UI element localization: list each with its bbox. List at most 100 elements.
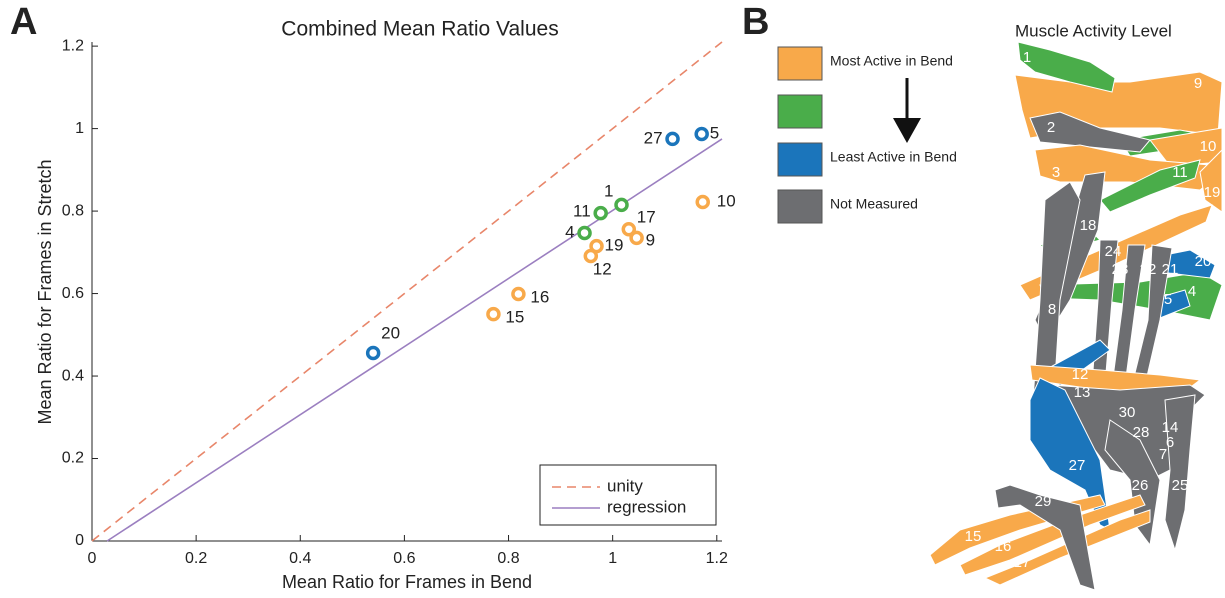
muscle-label: 28 [1133, 424, 1150, 441]
arrow [893, 78, 921, 143]
point [511, 286, 526, 302]
muscle-label: 6 [1166, 434, 1174, 451]
point-label: 17 [637, 208, 656, 227]
muscle-label: 25 [1172, 477, 1189, 494]
muscle [1029, 377, 1111, 531]
legend-swatch [777, 189, 823, 224]
point [593, 205, 608, 221]
y-tick-label: 1 [75, 120, 84, 137]
muscle [1017, 41, 1116, 93]
muscle [1099, 159, 1201, 213]
panel-label: A [10, 1, 37, 43]
x-tick-label: 0.2 [185, 550, 207, 567]
muscle-label: 16 [995, 538, 1012, 555]
muscle-label: 8 [1048, 301, 1056, 318]
x-tick-label: 0.6 [393, 550, 415, 567]
muscle-label: 23 [1112, 261, 1129, 278]
muscle [959, 494, 1146, 576]
y-tick-label: 1.2 [62, 37, 84, 54]
activity-legend: Most Active in Bend Least Active in Bend N… [777, 46, 957, 224]
muscle-label: 1 [1023, 49, 1031, 66]
muscle-label: 15 [965, 528, 982, 545]
y-tick-label: 0.8 [62, 202, 84, 219]
chart-title: Combined Mean Ratio Values [281, 18, 558, 41]
muscle-label: 11 [1172, 164, 1188, 181]
muscle-label: 22 [1140, 261, 1157, 278]
axes [91, 42, 722, 542]
point-label: 4 [565, 222, 574, 241]
muscle-label: 29 [1035, 493, 1052, 510]
point [486, 306, 501, 322]
point [695, 194, 710, 210]
muscle-label: 26 [1132, 477, 1149, 494]
muscle-label: 14 [1162, 419, 1179, 436]
muscle-label: 21 [1162, 261, 1179, 278]
point-label: 15 [505, 308, 524, 327]
muscle-label: 4 [1188, 283, 1196, 300]
muscle-label: 5 [1164, 291, 1172, 308]
x-tick-label: 0 [88, 550, 97, 567]
point-label: 5 [710, 123, 719, 142]
muscle-label: 7 [1159, 446, 1167, 463]
legend-label: Most Active in Bend [830, 53, 953, 69]
muscle-label: 13 [1074, 384, 1091, 401]
muscle-label: 12 [1072, 366, 1089, 383]
diagram-title: Muscle Activity Level [1015, 21, 1172, 40]
legend-label: Not Measured [830, 196, 918, 212]
x-tick-label: 0.8 [497, 550, 519, 567]
point [621, 221, 637, 237]
muscle-label: 27 [1069, 457, 1086, 474]
y-tick-label: 0.2 [62, 450, 84, 467]
point-label: 16 [530, 287, 549, 306]
legend-swatch [777, 142, 823, 177]
arrow-head [893, 118, 921, 143]
muscle-label: 19 [1204, 184, 1221, 201]
legend-swatch [777, 94, 823, 129]
muscle [1199, 148, 1223, 213]
legend-swatch [777, 46, 823, 81]
point-label: 27 [644, 128, 663, 147]
muscle-label: 3 [1052, 164, 1060, 181]
x-tick-label: 0.4 [289, 550, 311, 567]
muscle-label: 18 [1080, 217, 1097, 234]
panel-label: B [742, 1, 769, 43]
muscle [994, 484, 1096, 591]
x-tick-label: 1 [608, 550, 617, 567]
muscle-label: 30 [1119, 404, 1136, 421]
point-label: 1 [604, 181, 613, 200]
point [629, 230, 644, 246]
muscle-label: 9 [1194, 75, 1202, 92]
point [665, 131, 680, 147]
point-label: 9 [646, 230, 655, 249]
muscle-diagram [929, 41, 1223, 591]
muscle-label: 24 [1105, 243, 1122, 260]
point [583, 248, 599, 264]
legend-label: Least Active in Bend [830, 149, 957, 165]
muscle [1164, 394, 1196, 552]
x-axis-label: Mean Ratio for Frames in Bend [282, 572, 532, 592]
muscle [1029, 111, 1151, 153]
legend-label: regression [607, 497, 686, 516]
point-label: 19 [605, 236, 624, 255]
point [614, 197, 629, 213]
y-tick-label: 0 [75, 532, 84, 549]
point [577, 225, 592, 241]
point [365, 345, 381, 361]
muscle-label: 10 [1200, 138, 1217, 155]
legend-box [539, 464, 717, 526]
y-tick-label: 0.6 [62, 285, 84, 302]
point [694, 126, 709, 142]
y-tick-label: 0.4 [62, 367, 84, 384]
point-label: 20 [381, 323, 400, 342]
muscle-label: 17 [1014, 554, 1031, 571]
x-tick-label: 1.2 [706, 550, 728, 567]
y-axis-label: Mean Ratio for Frames in Stretch [35, 159, 55, 424]
point-label: 11 [573, 202, 591, 221]
muscle-label: 20 [1195, 253, 1212, 270]
point-label: 12 [593, 260, 612, 279]
legend-label: unity [607, 476, 643, 495]
point-label: 10 [717, 191, 736, 210]
muscle-label: 2 [1047, 119, 1055, 136]
